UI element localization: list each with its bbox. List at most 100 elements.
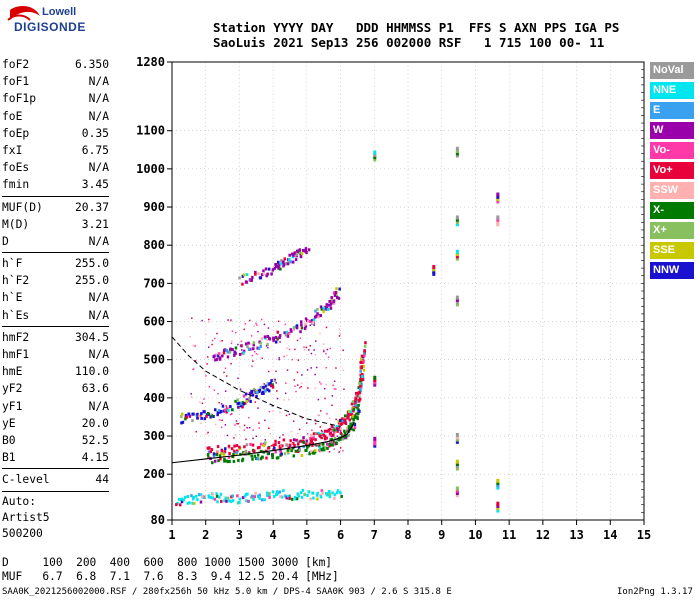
echo-point xyxy=(327,303,330,307)
echo-point xyxy=(256,494,260,498)
echo-point xyxy=(359,360,363,364)
echo-point xyxy=(305,439,308,443)
scatter-point xyxy=(249,343,252,345)
echo-point xyxy=(272,443,275,447)
echo-point xyxy=(325,306,329,310)
echo-point xyxy=(328,299,331,303)
scatter-point xyxy=(194,345,196,347)
scatter-point xyxy=(290,430,293,433)
echo-point xyxy=(322,446,325,450)
echo-point xyxy=(330,438,334,442)
echo-point xyxy=(259,341,263,345)
param-row: yF1 N/A xyxy=(2,398,109,415)
x-tick-label: 12 xyxy=(536,528,550,542)
echo-point xyxy=(352,409,355,413)
param-label: yF2 xyxy=(2,382,23,396)
echo-point xyxy=(340,422,344,426)
echo-point xyxy=(263,335,267,339)
echo-point xyxy=(303,492,306,496)
echo-point xyxy=(188,501,191,505)
echo-point xyxy=(231,499,235,503)
param-row: MUF(D) 20.37 xyxy=(2,199,109,216)
echo-point xyxy=(359,357,363,361)
panel-note-text: Auto: xyxy=(2,494,37,508)
panel-note-text: Artist5 xyxy=(2,510,50,524)
param-value: 52.5 xyxy=(81,433,109,447)
column-echo xyxy=(455,464,459,469)
scatter-point xyxy=(253,325,255,327)
echo-point xyxy=(268,495,271,499)
echo-point xyxy=(264,389,267,393)
param-value: 20.37 xyxy=(74,200,109,214)
echo-point xyxy=(331,440,334,444)
echo-point xyxy=(264,441,267,445)
software-version: Ion2Png 1.3.17 xyxy=(617,587,693,597)
scatter-point xyxy=(203,398,205,400)
echo-point xyxy=(290,497,294,501)
echo-point xyxy=(248,396,251,400)
echo-point xyxy=(245,273,249,277)
scatter-point xyxy=(323,350,325,353)
scatter-point xyxy=(306,369,309,371)
echo-point xyxy=(297,446,301,450)
scatter-point xyxy=(307,387,309,389)
echo-point xyxy=(266,388,269,392)
echo-point xyxy=(348,418,352,422)
scatter-point xyxy=(314,354,317,356)
scatter-point xyxy=(342,369,345,372)
echo-point xyxy=(339,437,342,441)
echo-point xyxy=(272,495,276,499)
scatter-point xyxy=(284,323,287,326)
column-echo xyxy=(373,375,377,380)
echo-point xyxy=(273,379,277,383)
echo-point xyxy=(341,437,344,441)
column-echo xyxy=(455,249,459,254)
echo-point xyxy=(327,489,331,493)
param-value: 0.35 xyxy=(81,126,109,140)
echo-point xyxy=(184,417,187,421)
param-label: hmF1 xyxy=(2,348,30,361)
echo-point xyxy=(289,328,293,332)
x-tick-label: 5 xyxy=(303,528,310,542)
scatter-point xyxy=(218,401,220,404)
echo-point xyxy=(341,417,344,421)
echo-point xyxy=(250,454,254,458)
scatter-point xyxy=(257,330,259,333)
legend-item-ssw: SSW xyxy=(650,182,694,199)
x-tick-label: 9 xyxy=(438,528,445,542)
echo-point xyxy=(242,394,246,398)
scatter-point xyxy=(219,419,221,421)
scatter-point xyxy=(231,340,233,342)
echo-point xyxy=(217,459,220,463)
panel-separator xyxy=(2,490,109,492)
echo-point xyxy=(277,263,281,267)
scatter-point xyxy=(254,401,257,403)
echo-point xyxy=(338,287,341,291)
scatter-point xyxy=(252,429,254,431)
scatter-point xyxy=(280,445,282,447)
scatter-point xyxy=(206,363,208,365)
echo-point xyxy=(289,439,292,443)
echo-point xyxy=(315,432,318,436)
echo-point xyxy=(291,260,295,264)
y-tick-label: 800 xyxy=(143,238,165,252)
scatter-point xyxy=(317,414,319,416)
echo-point xyxy=(211,461,214,465)
scatter-point xyxy=(278,358,280,361)
echo-point xyxy=(302,436,305,440)
scatter-point xyxy=(189,335,191,338)
echo-point xyxy=(219,492,223,496)
echo-point xyxy=(363,349,366,353)
echo-point xyxy=(346,416,349,420)
scatter-point xyxy=(338,451,340,453)
echo-point xyxy=(308,442,312,446)
echo-point xyxy=(236,449,239,453)
echo-point xyxy=(276,456,280,460)
echo-point xyxy=(254,270,257,274)
echo-point xyxy=(360,354,364,358)
echo-point xyxy=(357,411,360,415)
echo-point xyxy=(226,460,230,464)
scatter-point xyxy=(264,419,266,422)
scatter-point xyxy=(295,390,297,393)
scatter-point xyxy=(331,395,334,397)
